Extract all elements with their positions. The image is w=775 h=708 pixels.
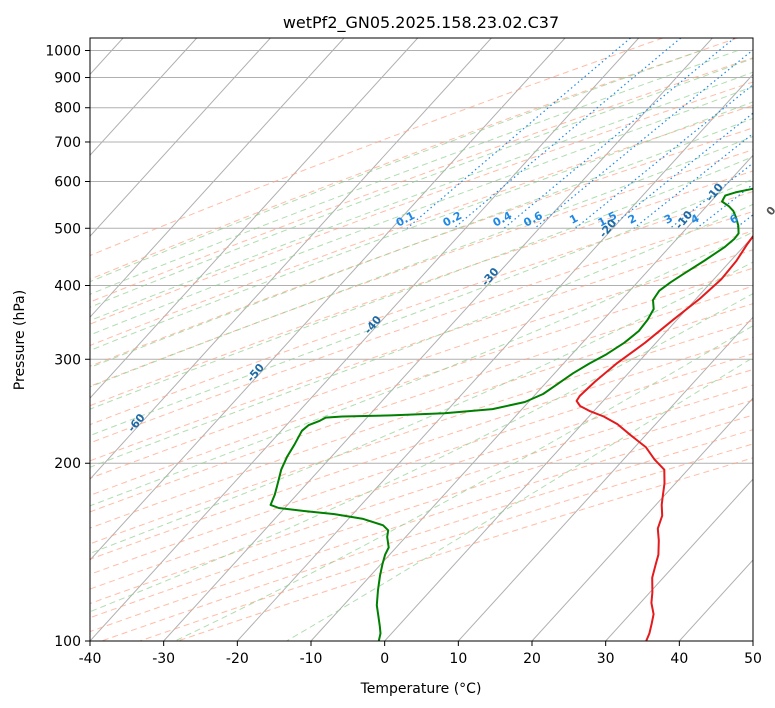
- isotherm-line: [90, 38, 492, 480]
- y-tick-label: 300: [54, 352, 81, 368]
- isotherm-line: [90, 38, 345, 318]
- isotherm-line: [531, 397, 753, 641]
- dry-adiabat-line: [90, 149, 753, 387]
- y-tick-label: 500: [54, 221, 81, 237]
- dry-adiabat-line: [90, 320, 753, 545]
- x-tick-label: -30: [152, 651, 175, 667]
- x-tick-label: 40: [670, 651, 688, 667]
- isotherm-line: [457, 316, 753, 641]
- background-lines: [90, 38, 753, 641]
- y-tick-label: 1000: [45, 44, 81, 60]
- moist-adiabat-line: [90, 135, 753, 388]
- dewpoint-profile-line: [269, 187, 753, 641]
- moist-adiabat-line: [90, 57, 753, 308]
- x-tick-label: -20: [226, 651, 249, 667]
- mixing-ratio-line: [503, 38, 735, 229]
- moist-adiabat-label: 0: [764, 204, 775, 218]
- mixing-ratio-line: [534, 49, 753, 229]
- mixing-ratio-line: [575, 84, 753, 229]
- isotherm-line: [163, 38, 713, 641]
- y-tick-label: 200: [54, 456, 81, 472]
- y-tick-label: 900: [54, 71, 81, 87]
- x-tick-label: 50: [744, 651, 762, 667]
- isotherm-line: [90, 38, 640, 641]
- y-tick-label: 800: [54, 101, 81, 117]
- y-tick-label: 700: [54, 135, 81, 151]
- isotherm-line: [605, 478, 753, 641]
- isotherm-line: [384, 235, 753, 641]
- dry-adiabat-line: [90, 38, 663, 257]
- y-tick-label: 600: [54, 175, 81, 191]
- moist-adiabat-line: [90, 86, 753, 336]
- moist-adiabat-line: [90, 261, 753, 554]
- mixing-ratio-line: [453, 38, 682, 229]
- x-tick-label: 20: [523, 651, 541, 667]
- isotherm-line: [90, 38, 198, 157]
- dry-adiabat-line: [90, 285, 753, 513]
- dry-adiabat-line: [90, 170, 753, 407]
- x-axis-title: Temperature (°C): [360, 681, 482, 697]
- moist-adiabat-line: [90, 156, 753, 410]
- dry-adiabat-line: [90, 210, 753, 444]
- temperature-profile-line: [575, 234, 753, 641]
- moist-adiabat-line: [90, 231, 753, 507]
- moist-adiabat-line: [90, 50, 702, 283]
- y-tick-label: 400: [54, 278, 81, 294]
- moist-adiabat-line: [90, 203, 753, 468]
- moist-adiabat-line: [90, 50, 738, 295]
- isotherm-line: [90, 38, 566, 561]
- isotherm-line: [90, 38, 419, 399]
- moist-adiabat-line: [90, 178, 753, 437]
- isotherm-line: [236, 73, 753, 641]
- x-tick-label: -40: [79, 651, 102, 667]
- chart-title: wetPf2_GN05.2025.158.23.02.C37: [283, 13, 559, 33]
- profile-lines: [269, 187, 753, 641]
- y-tick-label: 100: [54, 634, 81, 650]
- x-tick-label: 30: [597, 651, 615, 667]
- isotherm-line: [90, 38, 271, 237]
- dry-adiabat-line: [90, 230, 753, 462]
- dry-adiabat-line: [90, 38, 738, 280]
- y-axis-title: Pressure (hPa): [12, 290, 28, 390]
- mixing-ratio-line: [406, 38, 631, 229]
- dry-adiabat-line: [90, 57, 753, 303]
- axes: -40 -30 -20 -10 0 10 20 30 40 50 100 200 300 400 500 60…: [45, 44, 762, 667]
- x-tick-label: 0: [380, 651, 389, 667]
- mixing-ratio-line: [669, 162, 753, 229]
- x-tick-label: -10: [300, 651, 323, 667]
- dry-adiabat-line: [90, 191, 753, 426]
- moist-adiabat-line: [90, 71, 753, 322]
- dry-adiabat-line: [90, 368, 753, 590]
- dry-adiabat-line: [90, 267, 753, 496]
- x-tick-label: 10: [449, 651, 467, 667]
- plot-frame: [89, 37, 754, 642]
